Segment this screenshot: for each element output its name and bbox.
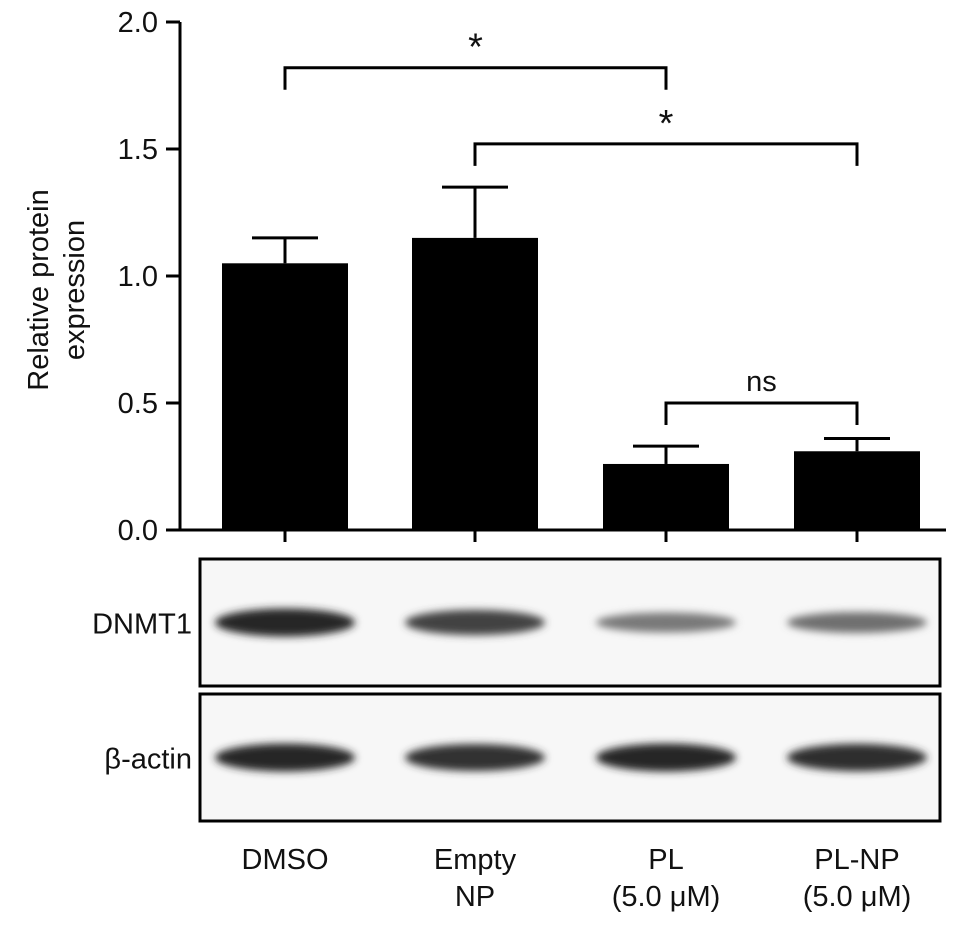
blot-band [215, 743, 355, 772]
blot-band [215, 608, 355, 637]
category-label: (5.0 μM) [803, 881, 912, 913]
x-tick-marks [283, 530, 859, 542]
bars [222, 237, 920, 530]
category-labels: DMSO Empty NP PL (5.0 μM) PL-NP (5.0 μM) [242, 844, 912, 913]
significance-label: ns [746, 366, 777, 398]
bar [603, 463, 729, 530]
y-tick-label: 0.5 [118, 388, 158, 420]
blot-band [787, 612, 927, 633]
significance-bracket [664, 401, 859, 425]
blot-band [405, 743, 545, 772]
blot-label: β-actin [104, 744, 192, 776]
category-label: NP [455, 881, 495, 913]
error-bars [252, 185, 890, 464]
y-tick-label: 1.0 [118, 261, 158, 293]
y-axis-title-line-1: Relative protein [23, 189, 55, 391]
blot-label: DNMT1 [92, 609, 192, 641]
category-label: PL [648, 844, 683, 876]
category-label: PL-NP [814, 844, 899, 876]
bar [412, 237, 538, 530]
bar [222, 263, 348, 530]
category-label: (5.0 μM) [612, 881, 721, 913]
y-axis-title-line-2: expression [59, 220, 91, 360]
blot-band [596, 612, 736, 633]
bar [794, 451, 920, 530]
significance-label: * [659, 103, 674, 145]
y-tick-label: 2.0 [118, 7, 158, 39]
significance-bracket [283, 66, 668, 90]
blot-band [596, 743, 736, 772]
significance-bracket [473, 142, 859, 166]
y-ticks: 0.0 0.5 1.0 1.5 2.0 [118, 7, 180, 547]
category-label: Empty [434, 844, 517, 876]
y-tick-label: 0.0 [118, 515, 158, 547]
y-tick-label: 1.5 [118, 134, 158, 166]
significance-brackets: * * ns [283, 27, 859, 425]
category-label: DMSO [242, 844, 329, 876]
blot-band [787, 743, 927, 772]
y-axis-title: Relative protein expression [23, 189, 91, 391]
blot-band [405, 609, 545, 636]
significance-label: * [468, 27, 483, 69]
western-blot-panels: DNMT1 β-actin [92, 557, 942, 823]
